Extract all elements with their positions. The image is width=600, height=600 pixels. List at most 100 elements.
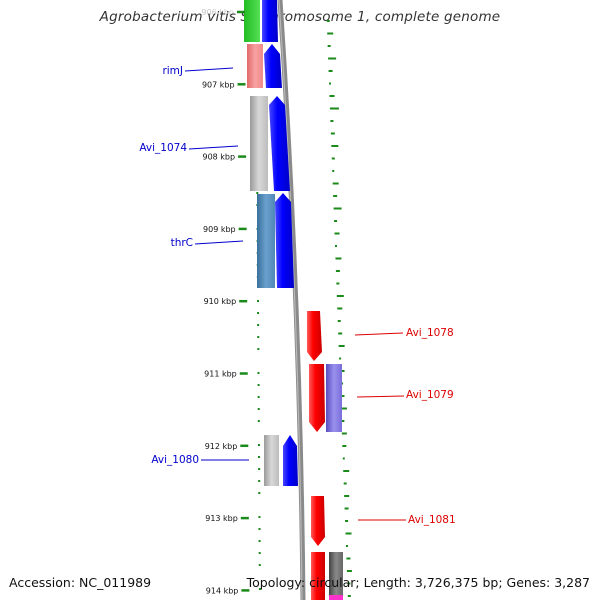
- gc-skew-dash: [327, 45, 331, 47]
- gc-skew-dash: [341, 432, 347, 435]
- gene-arrow-avi-1080: [283, 435, 298, 486]
- cog-block-avi-1074: [250, 96, 268, 191]
- gc-content-dash: [257, 384, 260, 386]
- gene-label-avi-1079[interactable]: Avi_1079: [406, 389, 454, 401]
- cog-block-thrc: [257, 194, 275, 288]
- gc-skew-dash: [334, 232, 340, 235]
- gene-arrow-avi-1081: [311, 496, 325, 546]
- gc-skew-dash: [335, 270, 340, 272]
- gc-skew-dash: [335, 257, 342, 260]
- scale-tick-label: 912 kbp: [205, 442, 238, 451]
- gc-skew-dash: [339, 357, 342, 360]
- gc-skew-dash: [334, 245, 337, 247]
- cog-block-avi-1079: [326, 364, 342, 432]
- gc-content-dash: [258, 528, 261, 530]
- forward-gene-track: [262, 0, 298, 486]
- gc-content-dash: [257, 348, 260, 350]
- gc-skew-dash: [332, 170, 335, 172]
- gc-content-dash: [258, 588, 261, 590]
- gc-skew-dash: [344, 507, 349, 510]
- gc-content-dash: [257, 372, 260, 374]
- gc-skew-dash: [347, 595, 351, 597]
- gc-skew-dash: [341, 420, 345, 422]
- scale-tick-label: 907 kbp: [202, 80, 235, 89]
- cog-block-bottom: [329, 552, 343, 600]
- scale-tick-label: 914 kbp: [206, 586, 239, 595]
- gene-arrow-avi-1078: [307, 311, 322, 361]
- scale-tick-label: 910 kbp: [204, 297, 237, 306]
- gene-labels: rimJ Avi_1074 thrC Avi_1078 Avi_1079 Avi…: [139, 65, 455, 526]
- gene-arrow-bottom: [311, 552, 325, 600]
- gc-content-dash: [256, 192, 259, 194]
- gc-content-dash: [258, 480, 261, 482]
- gene-arrow-thrc: [275, 193, 294, 288]
- gc-content-dash: [257, 336, 260, 338]
- gc-skew-dash: [331, 145, 339, 147]
- gc-skew-dash: [345, 520, 349, 522]
- cog-block-top: [244, 0, 260, 42]
- gene-label-avi-1080[interactable]: Avi_1080: [151, 454, 199, 466]
- gene-label-avi-1078[interactable]: Avi_1078: [406, 327, 454, 339]
- gc-skew-dash: [327, 32, 334, 35]
- gene-arrow-avi-1074: [269, 96, 290, 191]
- gc-content-dash: [257, 312, 260, 314]
- gene-label-thrc[interactable]: thrC: [171, 237, 193, 249]
- gc-content-dash: [258, 516, 261, 518]
- gc-skew-dash: [326, 20, 330, 22]
- gc-skew-dash: [339, 370, 345, 372]
- gc-skew-dash: [333, 195, 338, 197]
- cog-block-avi-1080: [264, 435, 279, 486]
- gene-label-rimj[interactable]: rimJ: [162, 65, 183, 77]
- gc-skew-dash: [345, 532, 352, 535]
- gc-skew-dash: [346, 557, 351, 560]
- scale-tick-label: 913 kbp: [205, 514, 238, 523]
- label-leader-avi-1074: [188, 145, 239, 150]
- gc-skew-dash: [338, 345, 345, 347]
- genome-summary: Topology: circular; Length: 3,726,375 bp…: [246, 575, 590, 590]
- gc-skew-dash: [342, 445, 347, 447]
- gc-skew-dash: [331, 157, 335, 160]
- gc-skew-dash: [346, 570, 352, 572]
- scale-ticks: 906 kbp 907 kbp 908 kbp 909 kbp 910 kbp 911 k…: [201, 8, 250, 595]
- gc-skew-dash: [340, 395, 345, 397]
- scale-tick-label: 911 kbp: [204, 370, 237, 379]
- gc-content-dash: [257, 420, 260, 422]
- gene-label-avi-1074[interactable]: Avi_1074: [139, 142, 187, 154]
- gene-label-avi-1081[interactable]: Avi_1081: [408, 514, 456, 526]
- label-leader-avi-1078: [354, 332, 404, 336]
- map-title: Agrobacterium vitis S4 chromosome 1, com…: [99, 9, 501, 25]
- gc-skew-dash: [329, 95, 335, 97]
- gc-content-dash: [258, 468, 261, 470]
- cog-block-bottom-pink: [329, 595, 343, 600]
- gc-content-dash: [257, 300, 259, 302]
- cog-block-rimj: [247, 44, 263, 88]
- gc-skew-dash: [338, 332, 343, 335]
- gc-skew-dash: [337, 320, 341, 322]
- scale-tick-label: 909 kbp: [203, 225, 236, 234]
- gc-skew-dash: [330, 132, 335, 135]
- gc-content-dash: [257, 408, 260, 410]
- gene-arrow-rimj: [264, 44, 282, 88]
- gc-skew-dash: [333, 207, 342, 210]
- gc-content-dash: [258, 552, 261, 554]
- label-leader-rimj: [184, 67, 234, 72]
- gc-skew-dash: [342, 457, 345, 460]
- gc-skew-dash: [345, 545, 348, 547]
- gc-skew-dash: [343, 482, 347, 485]
- gc-skew-dash: [328, 70, 333, 72]
- gene-arrow-top: [262, 0, 278, 42]
- gc-skew-dash: [343, 470, 350, 472]
- gc-skew-dash: [328, 57, 337, 60]
- label-leader-thrc: [194, 240, 244, 245]
- reverse-cog-track: [326, 364, 343, 600]
- gc-skew-dash: [337, 307, 343, 310]
- gc-skew-dash: [347, 582, 351, 585]
- gc-content-dash: [258, 456, 261, 458]
- genome-backbone-highlight: [278, 0, 303, 600]
- gc-skew-track: [326, 20, 352, 597]
- forward-cog-track: [244, 0, 279, 486]
- gc-content-dash: [258, 564, 261, 566]
- scale-tick-label: 906 kbp: [201, 8, 234, 17]
- gc-skew-dash: [330, 120, 334, 122]
- label-leader-avi-1079: [356, 395, 405, 398]
